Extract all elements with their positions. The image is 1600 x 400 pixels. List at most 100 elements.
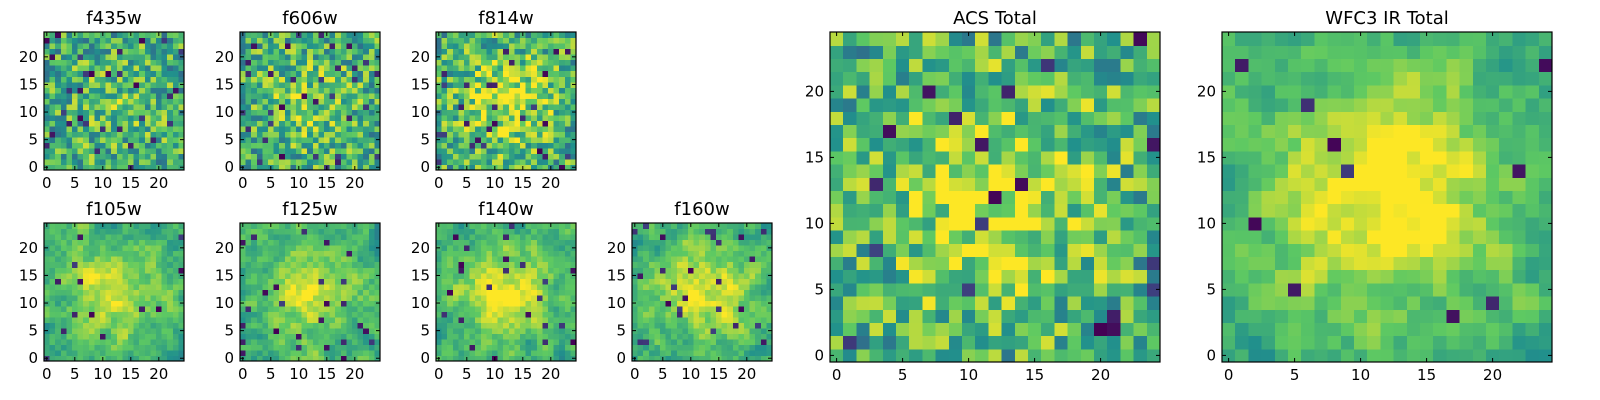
- heatmap-cell: [830, 322, 844, 337]
- heatmap-cell: [1028, 269, 1042, 284]
- heatmap-cell: [150, 131, 157, 138]
- heatmap-cell: [346, 234, 353, 241]
- heatmap-cell: [100, 70, 107, 77]
- heatmap-cell: [368, 344, 375, 351]
- heatmap-cell: [94, 239, 101, 246]
- heatmap-cell: [882, 322, 897, 337]
- x-tick-label: 20: [737, 365, 756, 383]
- heatmap-cell: [307, 131, 314, 138]
- heatmap-cell: [760, 305, 767, 312]
- heatmap-cell: [77, 305, 84, 312]
- heatmap-cell: [111, 278, 118, 285]
- heatmap-cell: [755, 267, 762, 274]
- heatmap-cell: [441, 87, 448, 94]
- heatmap-cell: [760, 261, 767, 268]
- heatmap-cell: [727, 250, 734, 257]
- heatmap-cell: [548, 158, 555, 166]
- heatmap-cell: [962, 269, 976, 284]
- heatmap-cell: [172, 250, 179, 257]
- heatmap-cell: [357, 267, 364, 274]
- heatmap-cell: [760, 338, 767, 346]
- heatmap-cell: [44, 48, 51, 55]
- heatmap-cell: [340, 120, 347, 127]
- heatmap-cell: [273, 142, 280, 149]
- heatmap-cell: [273, 327, 280, 334]
- heatmap-cell: [262, 125, 269, 132]
- heatmap-cell: [301, 245, 308, 252]
- heatmap-cell: [843, 296, 857, 310]
- heatmap-cell: [77, 289, 84, 296]
- heatmap-cell: [357, 256, 364, 263]
- heatmap-cell: [1067, 190, 1082, 205]
- heatmap-cell: [133, 81, 140, 88]
- heatmap-cell: [503, 344, 510, 351]
- heatmap-cell: [156, 316, 163, 323]
- heatmap-cell: [100, 349, 107, 357]
- heatmap-cell: [139, 142, 146, 149]
- heatmap-cell: [716, 283, 723, 290]
- heatmap-cell: [240, 147, 247, 155]
- heatmap-cell: [340, 327, 347, 334]
- heatmap-cell: [363, 344, 370, 351]
- heatmap-cell: [643, 228, 650, 235]
- heatmap-cell: [492, 228, 499, 235]
- heatmap-cell: [693, 300, 700, 307]
- heatmap-cell: [475, 338, 482, 346]
- heatmap-cell: [94, 267, 101, 274]
- heatmap-cell: [284, 234, 291, 241]
- heatmap-cell: [480, 300, 487, 307]
- heatmap-cell: [296, 228, 303, 235]
- heatmap-cell: [329, 311, 336, 318]
- heatmap-cell: [144, 355, 151, 362]
- heatmap-cell: [66, 92, 73, 99]
- heatmap-cell: [122, 142, 129, 149]
- heatmap-cell: [88, 278, 95, 285]
- heatmap-cell: [732, 349, 739, 357]
- heatmap-cell: [536, 131, 543, 138]
- heatmap-cell: [1028, 309, 1042, 323]
- heatmap-cell: [122, 261, 129, 268]
- heatmap-cell: [133, 234, 140, 241]
- heatmap-cell: [553, 256, 560, 263]
- heatmap-cell: [296, 109, 303, 116]
- heatmap-cell: [452, 131, 459, 138]
- heatmap-cell: [284, 48, 291, 55]
- x-tick-label: 20: [345, 174, 364, 192]
- heatmap-cell: [464, 322, 471, 329]
- heatmap-cell: [654, 338, 661, 346]
- heatmap-cell: [447, 164, 454, 171]
- heatmap-cell: [520, 120, 527, 127]
- heatmap-cell: [100, 131, 107, 138]
- heatmap-cell: [307, 300, 314, 307]
- heatmap-cell: [452, 311, 459, 318]
- heatmap-cell: [161, 333, 168, 340]
- heatmap-cell: [77, 43, 84, 50]
- heatmap-cell: [464, 349, 471, 357]
- heatmap-cell: [531, 228, 538, 235]
- heatmap-cell: [296, 294, 303, 301]
- heatmap-cell: [128, 109, 135, 116]
- heatmap-cell: [256, 228, 263, 235]
- heatmap-cell: [144, 333, 151, 340]
- heatmap-cell: [525, 267, 532, 274]
- heatmap-cell: [363, 311, 370, 318]
- heatmap-cell: [441, 239, 448, 246]
- heatmap-cell: [318, 338, 325, 346]
- heatmap-cell: [279, 338, 286, 346]
- heatmap-cell: [452, 234, 459, 241]
- heatmap-cell: [508, 239, 515, 246]
- heatmap-cell: [77, 322, 84, 329]
- heatmap-cell: [962, 282, 976, 297]
- heatmap-cell: [536, 311, 543, 318]
- heatmap-cell: [122, 305, 129, 312]
- heatmap-cell: [88, 256, 95, 263]
- heatmap-cell: [632, 250, 639, 257]
- heatmap-cell: [492, 245, 499, 252]
- heatmap-cell: [318, 294, 325, 301]
- heatmap-cell: [49, 153, 56, 160]
- heatmap-cell: [77, 228, 84, 235]
- heatmap-cell: [116, 37, 123, 44]
- heatmap-cell: [676, 327, 683, 334]
- heatmap-cell: [307, 278, 314, 285]
- heatmap-cell: [469, 344, 476, 351]
